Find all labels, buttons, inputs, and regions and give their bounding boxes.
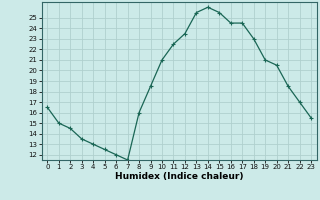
X-axis label: Humidex (Indice chaleur): Humidex (Indice chaleur) — [115, 172, 244, 181]
